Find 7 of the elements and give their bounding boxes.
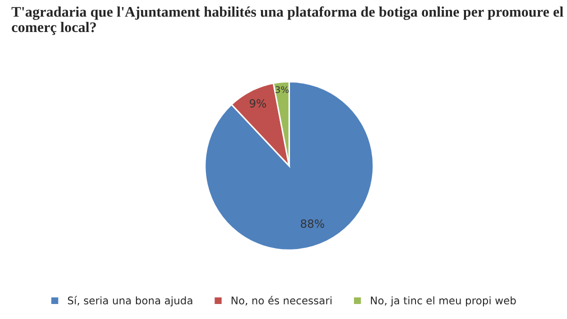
- chart-title: T'agradaria que l'Ajuntament habilités una plataforma de botiga online per promoure el comerç local?: [12, 6, 564, 36]
- legend-label: Sí, seria una bona ajuda: [68, 296, 192, 306]
- data-label: 9%: [250, 99, 266, 108]
- data-label: 88%: [300, 219, 324, 228]
- legend-label: No, no és necessari: [232, 296, 332, 306]
- legend-label: No, ja tinc el meu propi web: [370, 296, 516, 306]
- pie-slice: [204, 80, 374, 251]
